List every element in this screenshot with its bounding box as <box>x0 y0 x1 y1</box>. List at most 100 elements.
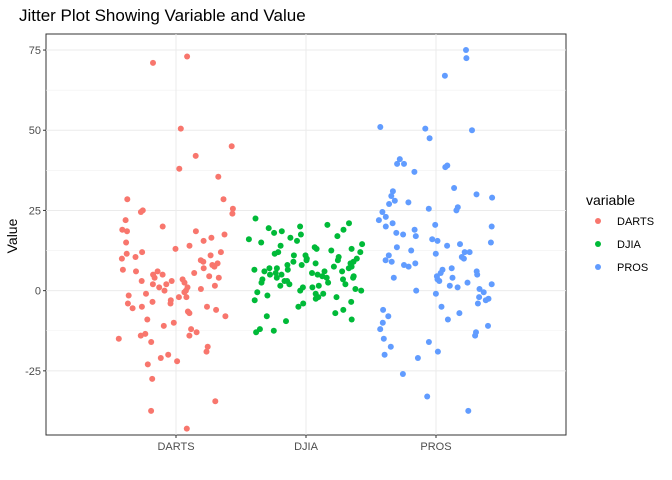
data-point-darts <box>148 339 155 345</box>
data-point-pros <box>472 332 479 339</box>
data-point-darts <box>148 407 155 414</box>
data-point-pros <box>426 135 433 142</box>
data-point-djia <box>258 279 265 286</box>
x-tick-label: DARTS <box>157 441 194 453</box>
data-point-pros <box>411 226 418 233</box>
data-point-pros <box>379 319 386 326</box>
data-point-djia <box>265 225 272 232</box>
data-point-pros <box>377 326 384 333</box>
data-point-djia <box>253 329 260 336</box>
data-point-pros <box>487 239 494 246</box>
legend-key-pros <box>595 264 601 270</box>
data-point-darts <box>156 284 163 291</box>
data-point-djia <box>309 270 315 276</box>
data-point-darts <box>222 313 229 320</box>
data-point-darts <box>181 289 188 296</box>
data-point-pros <box>381 351 388 358</box>
data-point-pros <box>422 125 429 132</box>
data-point-pros <box>453 207 460 214</box>
data-point-djia <box>346 220 352 227</box>
data-point-darts <box>143 290 149 297</box>
legend-key-darts <box>595 218 601 224</box>
y-axis-ticks: -25 0 25 50 75 <box>25 45 46 378</box>
data-point-darts <box>181 279 188 286</box>
data-point-darts <box>203 348 210 355</box>
data-point-djia <box>314 271 321 278</box>
data-point-darts <box>137 209 144 215</box>
data-point-djia <box>277 242 284 249</box>
data-point-djia <box>287 234 294 241</box>
data-point-pros <box>466 249 473 256</box>
data-point-pros <box>482 297 489 304</box>
data-point-djia <box>342 281 349 288</box>
data-point-pros <box>457 241 463 248</box>
data-point-darts <box>165 351 172 358</box>
data-point-djia <box>339 268 346 275</box>
y-tick-label: 50 <box>29 125 41 137</box>
data-point-darts <box>192 228 199 235</box>
data-point-darts <box>174 358 181 365</box>
data-point-djia <box>297 287 304 294</box>
data-point-djia <box>271 250 278 257</box>
data-point-pros <box>434 237 441 244</box>
data-point-darts <box>200 237 207 244</box>
data-point-darts <box>175 294 182 301</box>
data-point-darts <box>204 303 210 310</box>
legend-key-djia <box>595 241 601 247</box>
data-point-darts <box>137 332 144 339</box>
data-points <box>115 47 496 432</box>
data-point-djia <box>348 298 355 305</box>
data-point-pros <box>460 255 467 262</box>
data-point-djia <box>333 294 340 301</box>
data-point-djia <box>334 257 341 264</box>
data-point-darts <box>177 125 184 132</box>
data-point-darts <box>159 271 166 278</box>
y-tick-label: 75 <box>29 45 41 57</box>
data-point-pros <box>474 300 481 307</box>
data-point-djia <box>315 282 322 289</box>
data-point-djia <box>332 310 339 317</box>
data-point-pros <box>438 303 445 310</box>
data-point-darts <box>204 343 211 350</box>
data-point-djia <box>309 284 316 291</box>
data-point-darts <box>183 294 190 301</box>
data-point-darts <box>139 249 146 256</box>
data-point-pros <box>400 231 407 238</box>
data-point-darts <box>154 268 161 275</box>
data-point-pros <box>463 55 470 62</box>
data-point-pros <box>449 274 456 281</box>
data-point-pros <box>446 282 453 289</box>
data-point-pros <box>382 257 389 264</box>
data-point-djia <box>266 265 273 272</box>
data-point-djia <box>286 281 293 288</box>
data-point-pros <box>424 393 431 400</box>
legend-title: variable <box>586 192 635 208</box>
data-point-darts <box>213 306 220 313</box>
data-point-darts <box>186 242 193 249</box>
data-point-djia <box>267 271 273 278</box>
data-point-darts <box>138 303 145 310</box>
data-point-pros <box>414 355 421 361</box>
data-point-djia <box>325 279 332 286</box>
data-point-djia <box>277 282 284 289</box>
data-point-darts <box>170 319 177 326</box>
data-point-darts <box>124 196 131 203</box>
chart-title: Jitter Plot Showing Variable and Value <box>19 6 306 25</box>
data-point-darts <box>220 196 227 203</box>
data-point-pros <box>442 164 449 171</box>
data-point-darts <box>184 53 191 60</box>
data-point-pros <box>444 316 451 323</box>
data-point-pros <box>436 278 443 284</box>
data-point-darts <box>215 274 222 281</box>
data-point-djia <box>270 327 277 334</box>
data-point-pros <box>465 407 472 414</box>
data-point-darts <box>191 270 198 276</box>
data-point-djia <box>320 290 327 297</box>
data-point-pros <box>456 310 463 317</box>
data-point-djia <box>323 274 330 281</box>
data-point-pros <box>432 221 439 228</box>
data-point-pros <box>388 193 395 199</box>
data-point-djia <box>352 286 359 292</box>
data-point-djia <box>330 263 337 270</box>
data-point-darts <box>151 274 158 281</box>
